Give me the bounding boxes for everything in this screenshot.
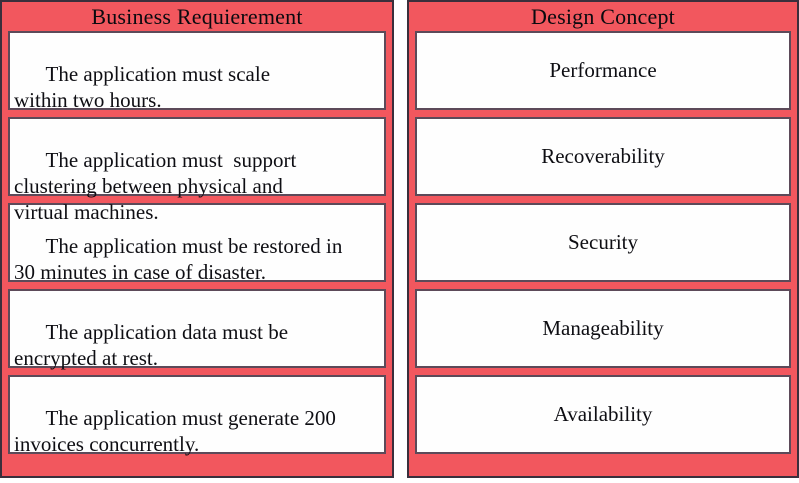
concept-label: Performance [549,58,657,82]
requirement-box-clustering[interactable]: The application must support clustering … [8,117,386,224]
requirement-text: The application must generate 200 invoic… [14,406,336,456]
concept-label: Availability [553,402,653,426]
business-requirement-header: Business Requierement [91,3,303,29]
requirement-box-invoices[interactable]: The application must generate 200 invoic… [8,375,386,456]
design-concept-panel: Design Concept Performance Recoverabilit… [407,0,799,478]
concept-box-availability[interactable]: Availability [415,375,791,454]
concept-box-recoverability[interactable]: Recoverability [415,117,791,196]
requirement-text: The application must be restored in 30 m… [14,234,343,284]
concept-box-manageability[interactable]: Manageability [415,289,791,368]
concept-box-performance[interactable]: Performance [415,31,791,110]
requirement-box-scale[interactable]: The application must scale within two ho… [8,31,386,112]
requirement-text: The application must scale within two ho… [14,62,271,112]
business-requirement-panel: Business Requierement The application mu… [0,0,394,478]
concept-label: Security [568,230,638,254]
concept-label: Recoverability [541,144,665,168]
requirement-box-encryption[interactable]: The application data must be encrypted a… [8,289,386,370]
requirement-box-restore[interactable]: The application must be restored in 30 m… [8,203,386,284]
concept-label: Manageability [542,316,664,340]
concept-box-security[interactable]: Security [415,203,791,282]
design-concept-header: Design Concept [531,3,675,29]
requirement-text: The application must support clustering … [14,148,297,224]
requirement-text: The application data must be encrypted a… [14,320,289,370]
